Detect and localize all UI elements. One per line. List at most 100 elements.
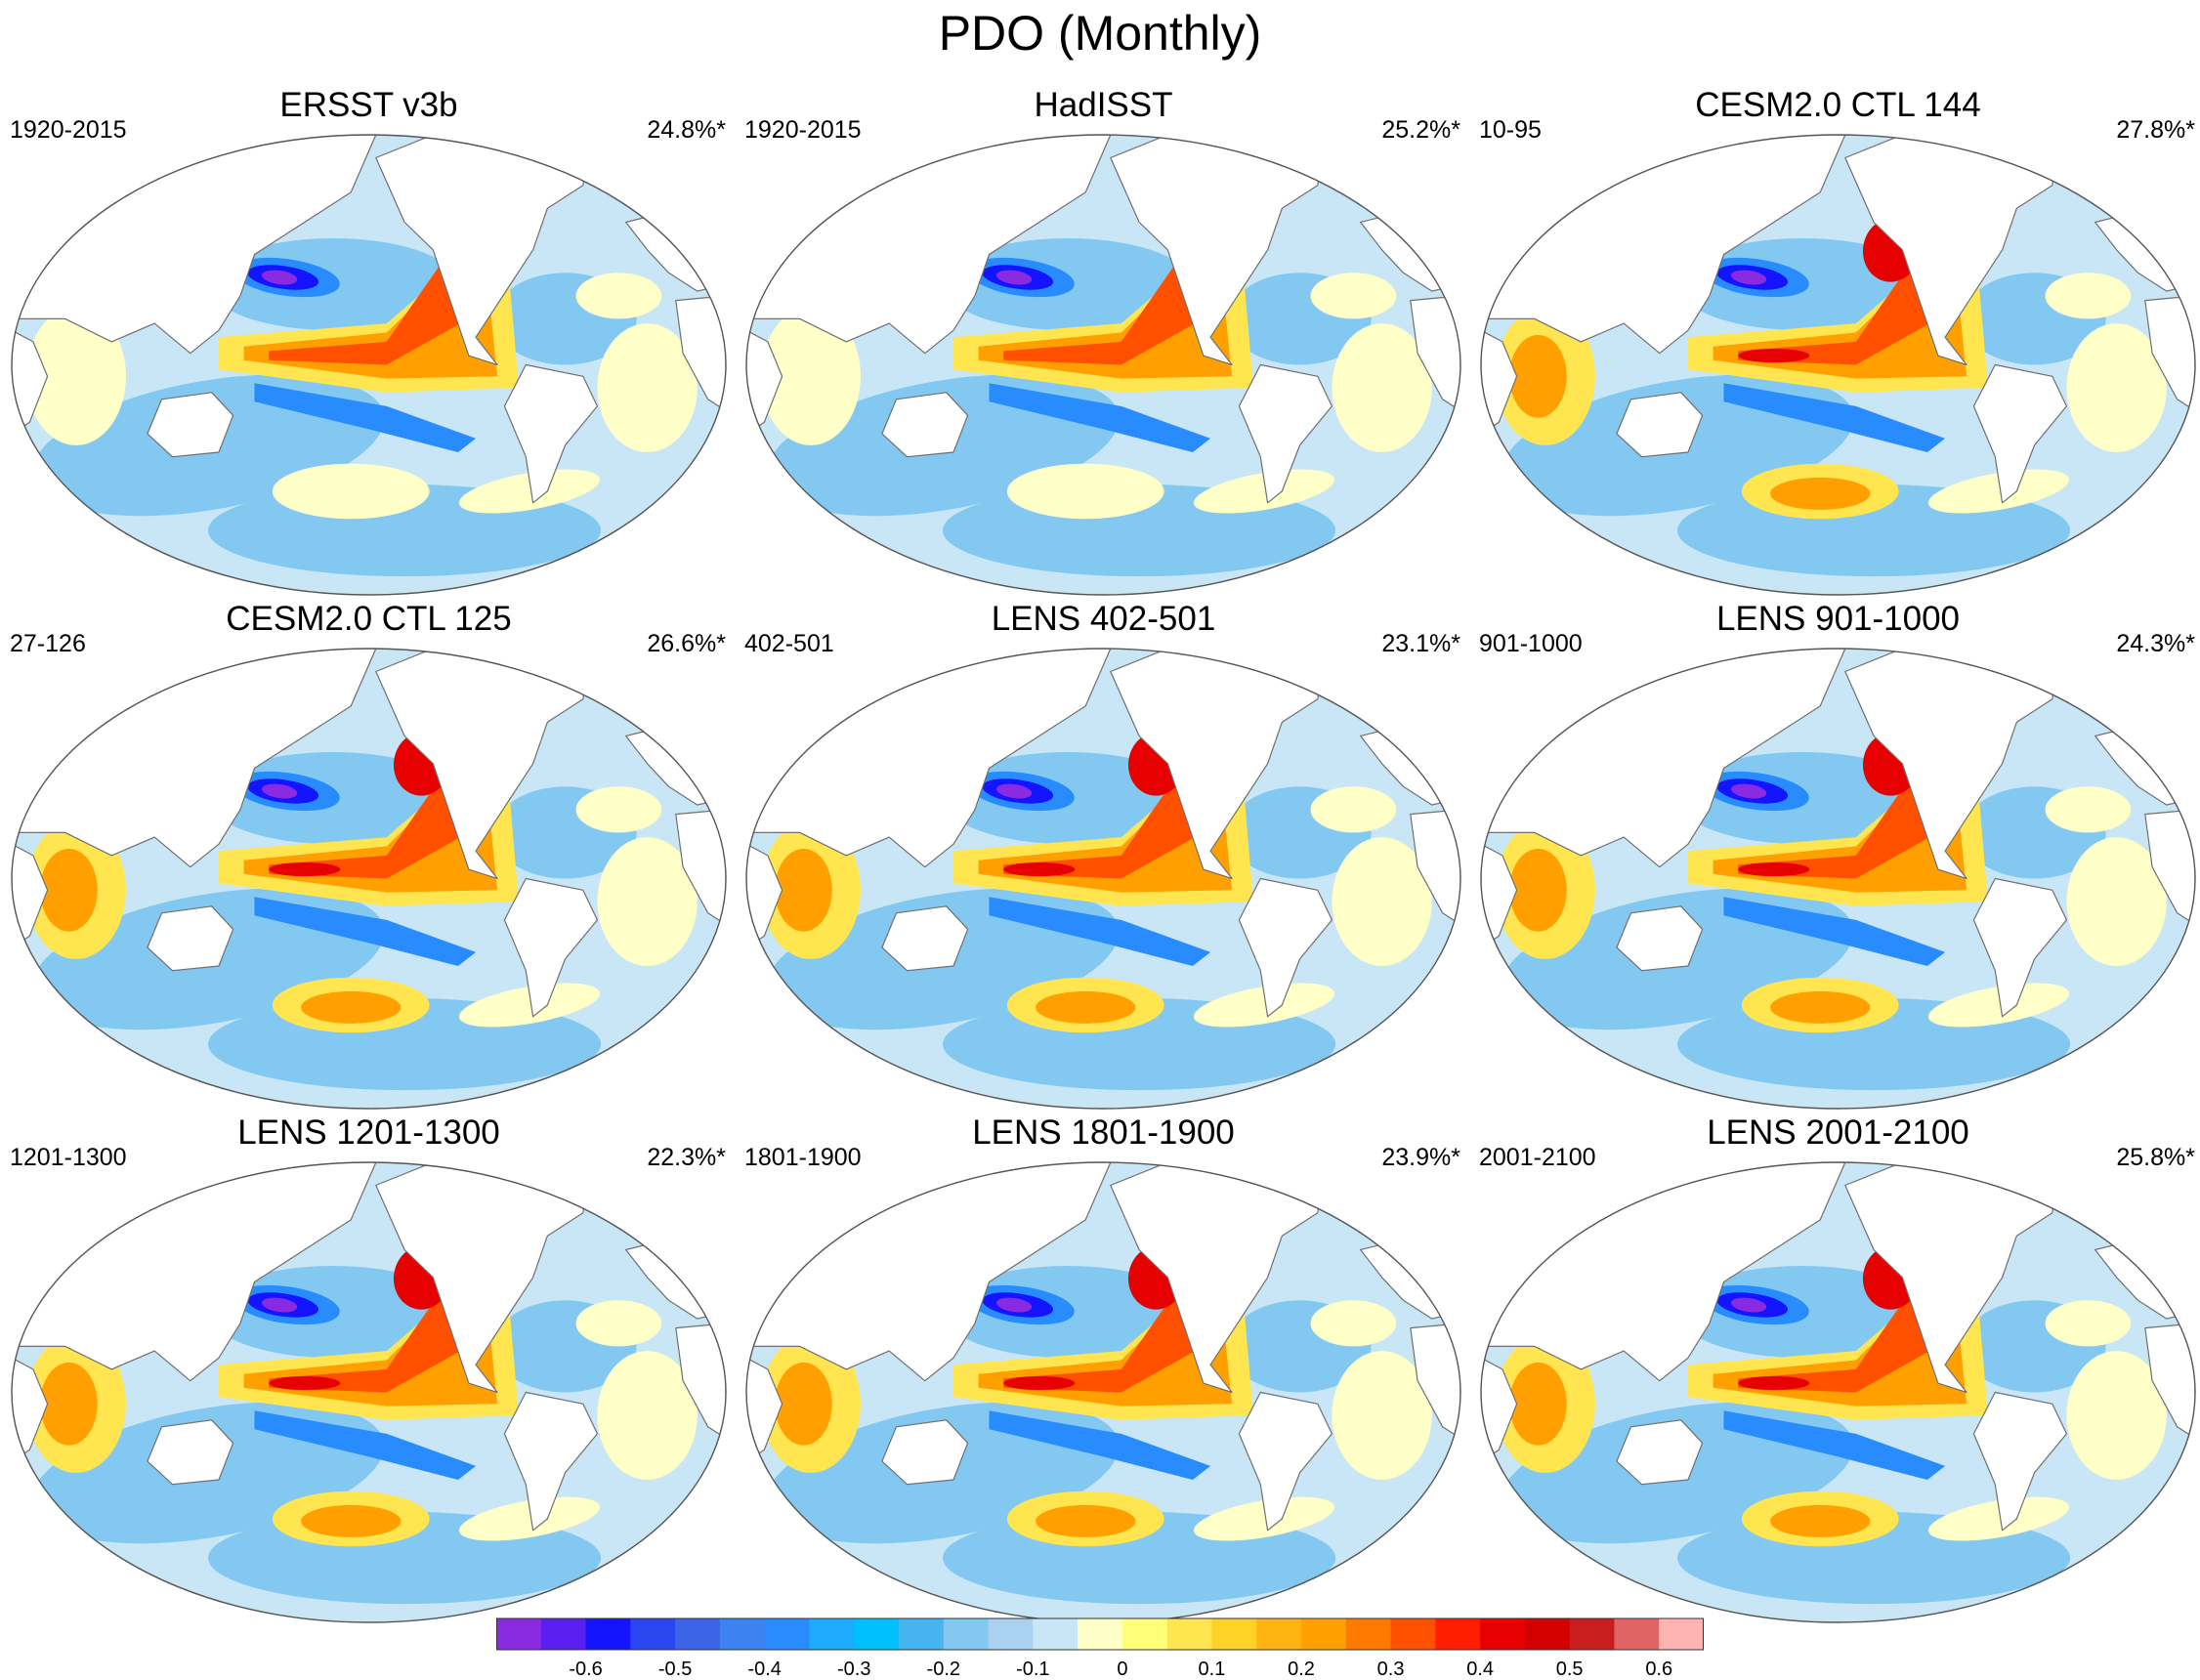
colorbar-swatch [809,1618,855,1650]
australia-landmass [147,392,234,458]
colorbar-tick-label: 0.5 [1555,1659,1584,1680]
colorbar [496,1617,1704,1651]
map-border [1480,1161,2196,1623]
sst-anomaly-region [25,307,126,445]
panel-period-label: 1801-1900 [744,1144,862,1171]
sst-anomaly-region [1927,983,2070,1028]
sst-anomaly-region [254,897,477,966]
panel-variance-label: 23.9%* [1381,1144,1460,1171]
sst-anomaly-region [2066,837,2167,966]
sst-pattern-map [745,134,1461,596]
greenland-landmass [2052,1162,2107,1205]
sst-anomaly-region [254,383,477,452]
sst-anomaly-region [458,983,601,1028]
africa-east-landmass [12,329,49,435]
map-field [746,135,1460,595]
sst-anomaly-region [1713,238,1967,379]
sst-pattern-map [1480,648,2196,1110]
colorbar-swatch [1524,1618,1571,1650]
sst-anomaly-region [597,837,698,966]
map-panel: HadISST 1920-2015 25.2%* [744,84,1462,596]
panel-variance-label: 25.8%* [2116,1144,2195,1171]
sst-anomaly-region [1003,862,1076,877]
map-border [1480,134,2196,596]
sst-anomaly-region [1332,1351,1432,1480]
sst-anomaly-region [1770,990,1871,1024]
map-border [745,134,1461,596]
colorbar-tick-label: -0.1 [1016,1659,1050,1680]
sst-anomaly-region [989,383,1211,452]
australia-landmass [1616,392,1704,458]
south-america-landmass [503,877,599,1018]
greenland-landmass [2052,649,2107,692]
greenland-landmass [582,135,638,178]
sst-anomaly-region [1332,837,1432,966]
panel-title: LENS 402-501 [991,600,1216,638]
colorbar-tick-label: 0 [1117,1659,1128,1680]
colorbar-swatch [1256,1618,1302,1650]
colorbar-swatch [585,1618,631,1650]
map-field [746,1162,1460,1622]
map-field [1481,649,2195,1109]
sst-anomaly-region [1332,323,1432,452]
colorbar-swatch [1121,1618,1168,1650]
sst-anomaly-region [254,1410,477,1480]
colorbar-tick-label: 0.2 [1288,1659,1315,1680]
map-border [1480,648,2196,1110]
africa-east-landmass [12,1357,49,1462]
sst-anomaly-region [989,1410,1211,1480]
colorbar-swatch [854,1618,900,1650]
panel-variance-label: 26.6%* [647,630,726,657]
map-field [12,1162,726,1622]
colorbar-tick-label: 0.3 [1376,1659,1405,1680]
map-border [11,648,727,1110]
colorbar-swatch [1659,1618,1704,1650]
greenland-landmass [582,649,638,692]
sst-pattern-map [1480,134,2196,596]
sst-anomaly-region [575,273,662,319]
sst-anomaly-region [243,752,498,893]
panel-title: CESM2.0 CTL 144 [1695,86,1981,124]
map-panel: LENS 1201-1300 1201-1300 22.3%* [10,1112,728,1623]
south-america-landmass [1238,877,1333,1018]
sst-anomaly-region [978,752,1233,893]
sst-anomaly-region [1927,469,2070,514]
colorbar-swatch [1078,1618,1123,1650]
africa-east-landmass [1481,1357,1518,1462]
sst-anomaly-region [458,1496,601,1541]
map-panel: LENS 1801-1900 1801-1900 23.9%* [744,1112,1462,1623]
sst-anomaly-region [1193,983,1335,1028]
colorbar-tick-label: -0.4 [747,1659,782,1680]
sst-pattern-map [11,1161,727,1623]
australia-landmass [1616,1419,1704,1486]
greenland-landmass [1317,1162,1373,1205]
sst-anomaly-region [301,990,402,1024]
sst-anomaly-region [1310,786,1397,833]
map-panel: CESM2.0 CTL 125 27-126 26.6%* [10,598,728,1110]
panel-title: HadISST [1034,86,1173,124]
sst-anomaly-region [2045,786,2132,833]
panel-variance-label: 25.2%* [1381,116,1460,144]
map-panel: LENS 901-1000 901-1000 24.3%* [1479,598,2197,1110]
sst-anomaly-region [40,1362,98,1446]
map-field [1481,1162,2195,1622]
sst-anomaly-region [1003,254,1204,365]
sst-anomaly-region [1927,1496,2070,1541]
colorbar-tick-label: 0.6 [1645,1659,1673,1680]
sst-anomaly-region [1003,768,1204,879]
colorbar-tick-label: 0.1 [1198,1659,1226,1680]
colorbar-swatch [1211,1618,1257,1650]
panel-variance-label: 24.8%* [647,116,726,144]
sst-anomaly-region [1509,848,1567,932]
africa-east-landmass [746,1357,783,1462]
colorbar-tick-label: -0.3 [836,1659,871,1680]
sst-anomaly-region [1006,463,1164,520]
australia-landmass [881,1419,969,1486]
sst-anomaly-region [775,848,832,932]
sst-pattern-map [745,1161,1461,1623]
sst-anomaly-region [760,307,861,445]
sst-anomaly-region [1770,1504,1871,1537]
panel-title: LENS 1201-1300 [237,1113,500,1152]
sst-anomaly-region [996,270,1033,285]
sst-anomaly-region [243,238,498,379]
